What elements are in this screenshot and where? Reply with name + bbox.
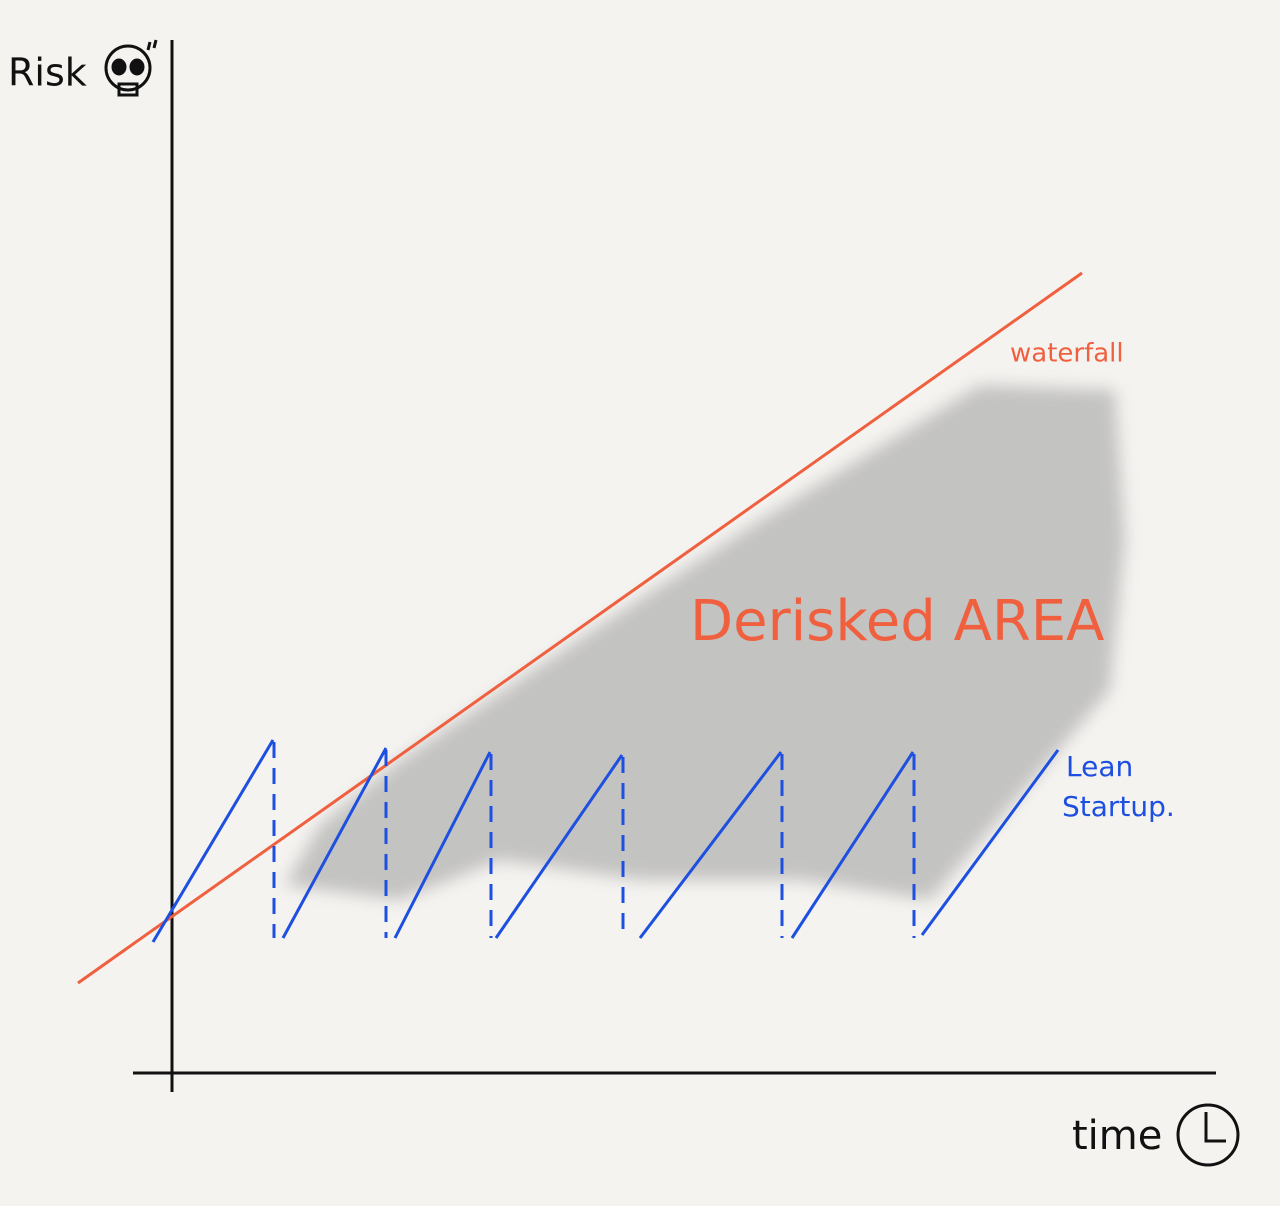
lean-startup-line (151, 739, 1060, 943)
skull-icon (104, 39, 158, 97)
y-axis-label: Risk (8, 51, 87, 95)
waterfall-line (77, 271, 1083, 985)
lean-label: Lean (1066, 750, 1133, 783)
waterfall-label: waterfall (1010, 339, 1124, 369)
x-axis-label: time (1072, 1113, 1162, 1159)
startup-label: Startup. (1062, 790, 1175, 823)
clock-icon (1176, 1103, 1240, 1167)
area-label: Derisked AREA (690, 589, 1104, 654)
derisked-area (285, 385, 1125, 900)
